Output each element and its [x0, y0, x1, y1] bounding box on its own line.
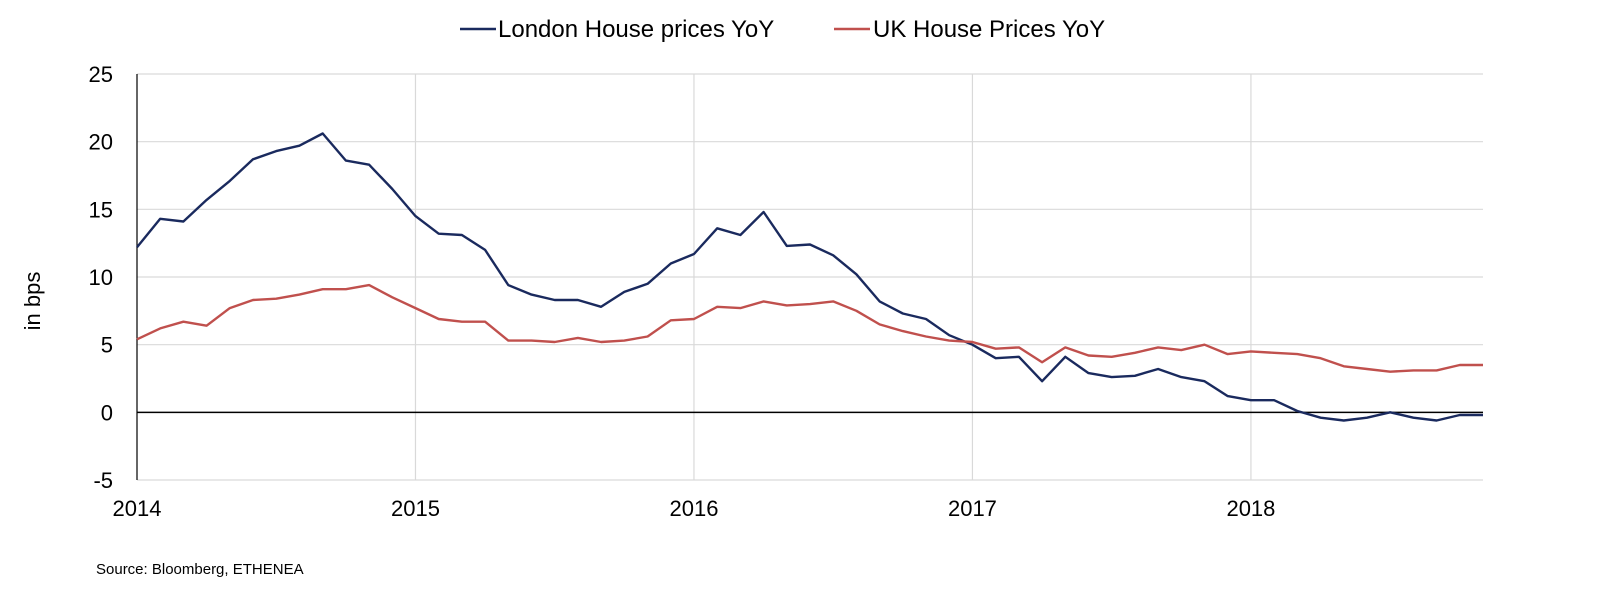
y-tick-label: -5 — [93, 468, 113, 493]
x-tick-label: 2017 — [948, 496, 997, 521]
x-tick-label: 2016 — [669, 496, 718, 521]
x-tick-label: 2014 — [113, 496, 162, 521]
series-line-london — [136, 132, 1483, 422]
axes — [136, 74, 1483, 480]
y-tick-label: 10 — [89, 265, 113, 290]
y-tick-label: 25 — [89, 62, 113, 87]
y-tick-label: 0 — [101, 400, 113, 425]
source-note: Source: Bloomberg, ETHENEA — [96, 561, 304, 578]
y-tick-label: 15 — [89, 197, 113, 222]
y-tick-label: 20 — [89, 130, 113, 155]
legend-label: UK House Prices YoY — [873, 16, 1105, 43]
x-tick-label: 2015 — [391, 496, 440, 521]
legend: London House prices YoY UK House Prices Y… — [460, 16, 1105, 43]
y-axis-label: in bps — [20, 272, 45, 331]
y-tick-labels: -5 0 5 10 15 20 25 — [89, 62, 113, 493]
x-tick-labels: 2014 2015 2016 2017 2018 — [113, 496, 1276, 521]
y-tick-label: 5 — [101, 333, 113, 358]
x-tick-label: 2018 — [1226, 496, 1275, 521]
series-line-uk — [136, 283, 1483, 373]
legend-label: London House prices YoY — [498, 16, 774, 43]
grid-lines — [137, 73, 1483, 481]
series-lines — [136, 132, 1483, 422]
